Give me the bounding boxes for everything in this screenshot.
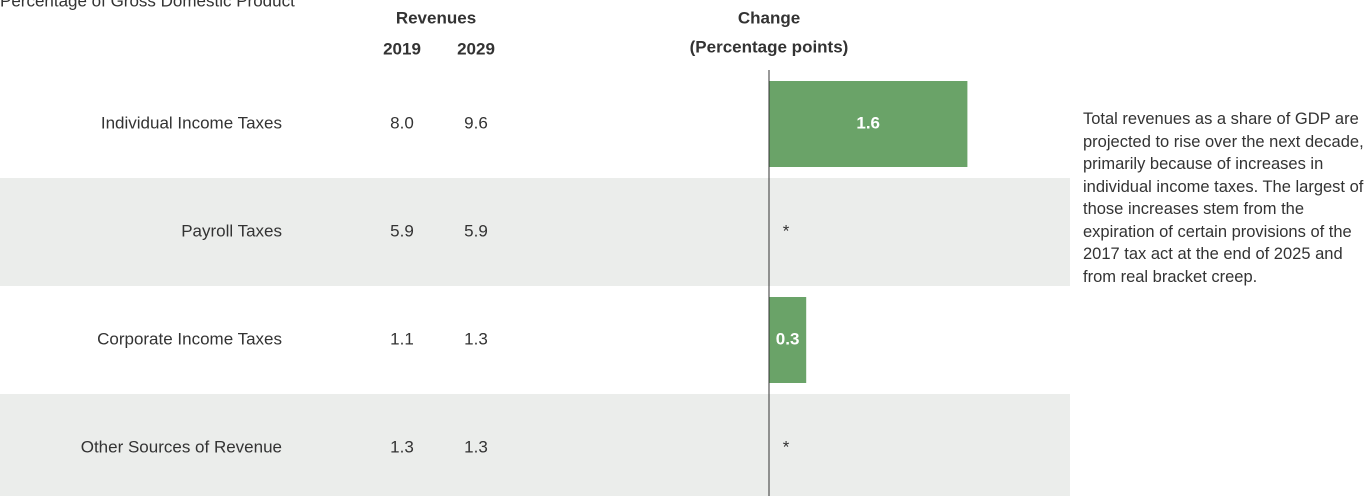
category-label: Payroll Taxes	[181, 221, 282, 240]
row-band	[0, 394, 1070, 496]
value-label: 1.6	[856, 113, 880, 132]
year-header: 2019	[383, 39, 421, 58]
revenue-2019: 5.9	[390, 221, 414, 240]
revenue-2019: 8.0	[390, 113, 414, 132]
revenues-header: Revenues	[396, 8, 476, 27]
value-label: *	[783, 221, 790, 240]
value-label: *	[783, 437, 790, 456]
revenue-2029: 1.3	[464, 329, 488, 348]
category-label: Other Sources of Revenue	[81, 437, 282, 456]
revenue-2029: 9.6	[464, 113, 488, 132]
row-band	[0, 178, 1070, 286]
bar	[769, 297, 807, 383]
category-label: Corporate Income Taxes	[97, 329, 282, 348]
bar	[769, 81, 968, 167]
year-header: 2029	[457, 39, 495, 58]
annotation: Total revenues as a share of GDP are pro…	[1083, 110, 1364, 286]
revenue-2019: 1.1	[390, 329, 414, 348]
revenue-2019: 1.3	[390, 437, 414, 456]
value-label: 0.3	[776, 329, 800, 348]
change-header: Change	[738, 8, 800, 27]
revenue-2029: 5.9	[464, 221, 488, 240]
change-subheader: (Percentage points)	[690, 37, 849, 56]
chart-title: Percentage of Gross Domestic Product	[0, 0, 295, 10]
category-label: Individual Income Taxes	[101, 113, 282, 132]
revenue-2029: 1.3	[464, 437, 488, 456]
